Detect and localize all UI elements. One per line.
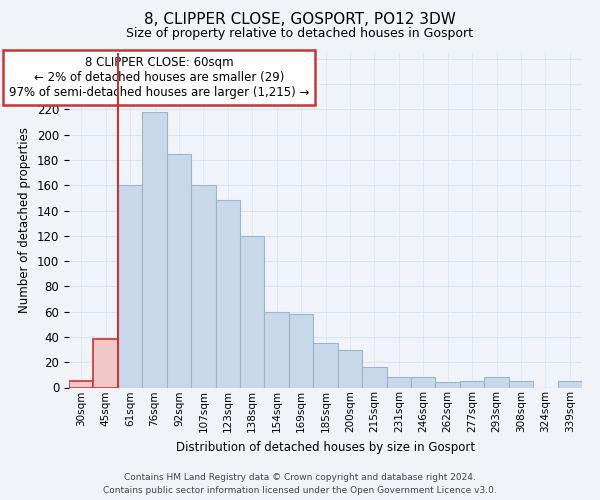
Bar [362,368,386,388]
Y-axis label: Number of detached properties: Number of detached properties [19,127,31,313]
Bar [142,112,167,388]
Text: Size of property relative to detached houses in Gosport: Size of property relative to detached ho… [127,28,473,40]
Bar [484,378,509,388]
Text: 8, CLIPPER CLOSE, GOSPORT, PO12 3DW: 8, CLIPPER CLOSE, GOSPORT, PO12 3DW [144,12,456,28]
Text: 8 CLIPPER CLOSE: 60sqm
← 2% of detached houses are smaller (29)
97% of semi-deta: 8 CLIPPER CLOSE: 60sqm ← 2% of detached … [9,56,310,100]
Bar [240,236,265,388]
Bar [386,378,411,388]
Bar [191,185,215,388]
Text: Contains HM Land Registry data © Crown copyright and database right 2024.
Contai: Contains HM Land Registry data © Crown c… [103,473,497,495]
Bar [411,378,436,388]
Bar [313,344,338,388]
Bar [215,200,240,388]
Bar [265,312,289,388]
Bar [69,381,94,388]
Bar [118,185,142,388]
Bar [557,381,582,388]
Bar [289,314,313,388]
Bar [509,381,533,388]
Bar [94,340,118,388]
Bar [167,154,191,388]
Bar [338,350,362,388]
Bar [460,381,484,388]
Bar [436,382,460,388]
X-axis label: Distribution of detached houses by size in Gosport: Distribution of detached houses by size … [176,440,475,454]
